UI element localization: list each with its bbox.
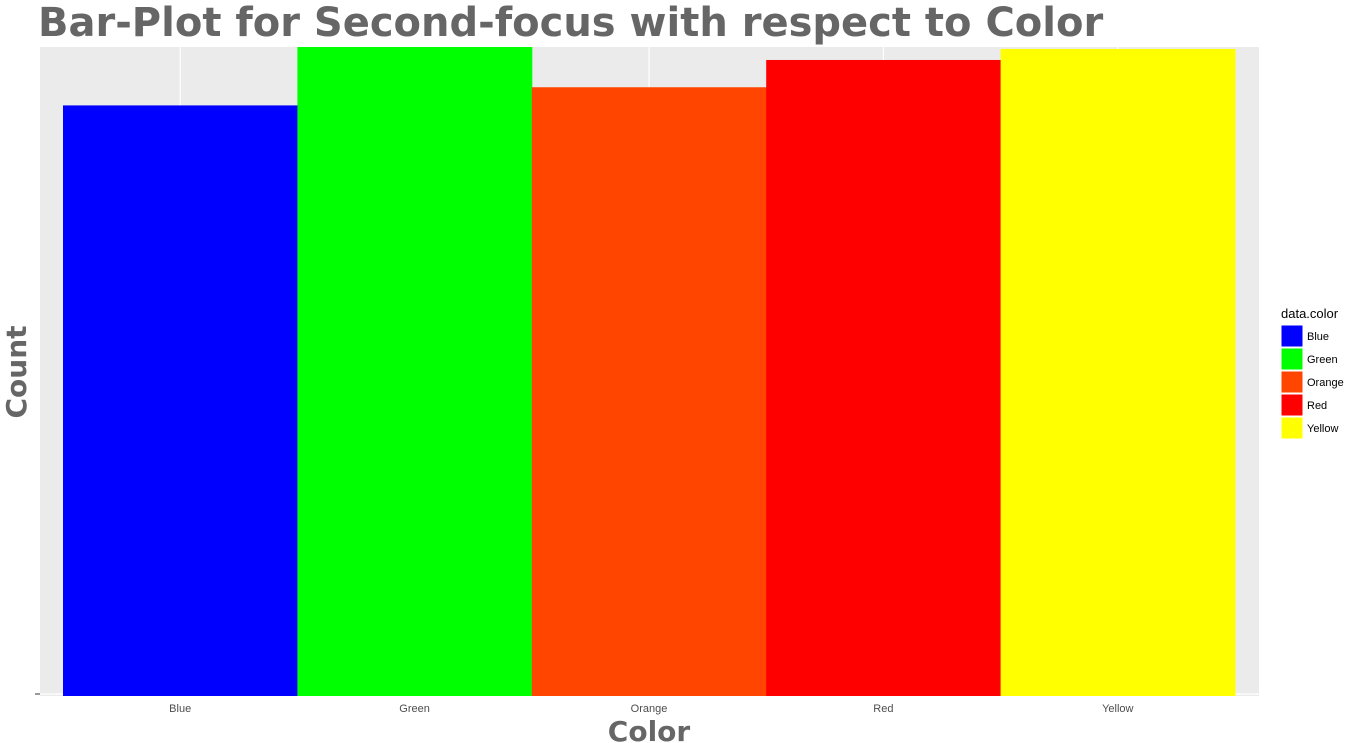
x-tick-label-blue: Blue — [169, 703, 191, 715]
y-axis-title: Count — [0, 325, 33, 418]
bar-red — [766, 59, 1002, 697]
legend-item-blue: Blue — [1280, 324, 1329, 348]
legend-title: data.color — [1281, 306, 1339, 321]
bar-orange — [531, 87, 767, 697]
x-tick-label-red: Red — [873, 703, 893, 715]
legend-swatch-blue — [1280, 324, 1304, 348]
legend-swatch-orange — [1280, 370, 1304, 394]
bar-yellow — [1000, 48, 1236, 696]
legend-label-red: Red — [1307, 400, 1327, 412]
legend-label-orange: Orange — [1307, 377, 1344, 389]
legend-item-green: Green — [1280, 347, 1338, 371]
bar-green — [297, 47, 533, 696]
legend-item-yellow: Yellow — [1280, 416, 1338, 440]
legend-item-orange: Orange — [1280, 370, 1344, 394]
legend-label-blue: Blue — [1307, 331, 1329, 343]
legend: data.color Blue Green Orange Red Yellow — [1280, 306, 1344, 440]
legend-label-green: Green — [1307, 354, 1338, 366]
legend-swatch-yellow — [1280, 416, 1304, 440]
legend-swatch-red — [1280, 393, 1304, 417]
legend-label-yellow: Yellow — [1307, 423, 1338, 435]
x-tick-labels: Blue Green Orange Red Yellow — [169, 703, 1133, 715]
x-tick-label-green: Green — [399, 703, 430, 715]
legend-item-red: Red — [1280, 393, 1327, 417]
x-tick-label-yellow: Yellow — [1102, 703, 1133, 715]
chart-title: Bar-Plot for Second-focus with respect t… — [38, 0, 1103, 46]
x-axis-title: Color — [608, 715, 691, 743]
bar-blue — [63, 105, 298, 696]
legend-swatch-green — [1280, 347, 1304, 371]
bars — [63, 47, 1236, 697]
x-tick-label-orange: Orange — [631, 703, 668, 715]
